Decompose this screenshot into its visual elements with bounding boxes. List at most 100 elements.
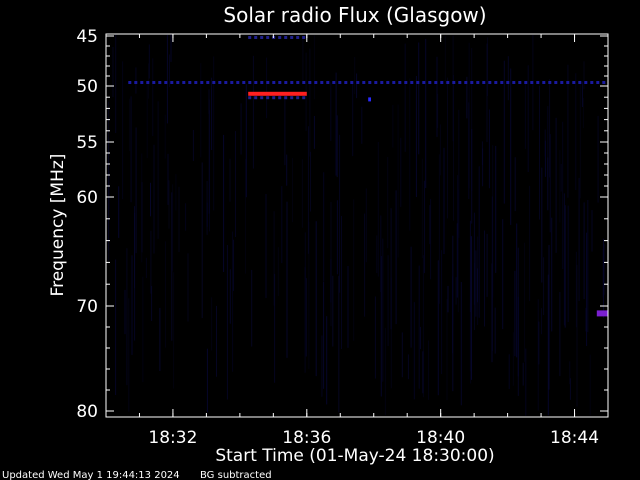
updated-timestamp: Updated Wed May 1 19:44:13 2024 xyxy=(2,470,180,480)
faint-line-segment xyxy=(152,81,155,84)
faint-line-segment xyxy=(578,81,581,84)
noise-streak xyxy=(126,248,127,385)
noise-streak xyxy=(492,264,493,363)
noise-streak xyxy=(122,61,123,199)
noise-streak xyxy=(337,200,338,274)
noise-streak xyxy=(425,39,426,188)
noise-streak xyxy=(193,130,194,161)
noise-streak xyxy=(509,354,510,389)
noise-streak xyxy=(579,178,580,301)
noise-streak xyxy=(416,76,417,197)
noise-streak xyxy=(266,194,267,298)
noise-streak xyxy=(323,172,324,281)
chart-title: Solar radio Flux (Glasgow) xyxy=(223,3,486,27)
noise-streak xyxy=(266,58,267,119)
noise-streak xyxy=(232,232,233,372)
noise-streak xyxy=(158,101,159,239)
faint-line-segment xyxy=(422,81,425,84)
x-axis-label: Start Time (01-May-24 18:30:00) xyxy=(215,446,494,466)
noise-streak xyxy=(348,266,349,348)
noise-streak xyxy=(352,82,353,156)
noise-streak xyxy=(211,297,212,350)
noise-streak xyxy=(420,327,421,349)
noise-streak xyxy=(314,35,315,99)
noise-streak xyxy=(477,268,478,302)
noise-streak xyxy=(541,308,542,334)
noise-streak xyxy=(584,202,585,299)
noise-streak xyxy=(154,145,155,254)
noise-streak xyxy=(414,302,415,399)
noise-streak xyxy=(545,130,546,157)
faint-line-segment xyxy=(296,96,299,99)
noise-streak xyxy=(336,73,337,176)
noise-streak xyxy=(475,250,476,316)
noise-streak xyxy=(169,55,170,88)
noise-streak xyxy=(402,332,403,377)
faint-line-segment xyxy=(446,81,449,84)
faint-line-segment xyxy=(470,81,473,84)
noise-streak xyxy=(167,35,168,124)
noise-streak xyxy=(366,189,367,263)
noise-streak xyxy=(135,67,136,93)
noise-streak xyxy=(489,110,490,189)
noise-streak xyxy=(447,78,448,219)
noise-streak xyxy=(125,290,126,334)
faint-line-segment xyxy=(518,81,521,84)
faint-line-segment xyxy=(170,81,173,84)
faint-line-segment xyxy=(416,81,419,84)
noise-streak xyxy=(479,166,480,317)
signal-horizontal-band xyxy=(248,92,307,96)
noise-streak xyxy=(523,363,524,386)
noise-streak xyxy=(541,168,542,283)
noise-streak xyxy=(528,65,529,172)
noise-streak xyxy=(419,266,420,389)
noise-streak xyxy=(584,61,585,89)
noise-streak xyxy=(387,157,388,248)
noise-streak xyxy=(227,245,228,400)
bg-subtracted-note: BG subtracted xyxy=(200,470,272,480)
noise-streak xyxy=(388,255,389,346)
faint-line-segment xyxy=(272,81,275,84)
y-tick-label: 60 xyxy=(76,188,98,208)
noise-streak xyxy=(502,219,503,329)
noise-streak xyxy=(586,233,587,346)
faint-line-segment xyxy=(278,81,281,84)
x-tick-label: 18:32 xyxy=(148,428,197,448)
noise-streak xyxy=(286,155,287,186)
faint-line-segment xyxy=(272,96,275,99)
noise-streak xyxy=(514,271,515,356)
noise-streak xyxy=(168,154,169,205)
noise-streak xyxy=(151,286,152,321)
faint-line-segment xyxy=(542,81,545,84)
noise-streak xyxy=(341,216,342,349)
faint-line-segment xyxy=(434,81,437,84)
faint-line-segment xyxy=(218,81,221,84)
noise-streak xyxy=(424,181,425,273)
faint-line-segment xyxy=(158,81,161,84)
faint-line-segment xyxy=(488,81,491,84)
noise-streak xyxy=(551,218,552,332)
noise-streak xyxy=(281,186,282,263)
x-tick-label: 18:36 xyxy=(282,428,331,448)
noise-streak xyxy=(339,135,340,293)
faint-line-segment xyxy=(314,81,317,84)
faint-line-segment xyxy=(476,81,479,84)
noise-streak xyxy=(428,341,429,400)
noise-streak xyxy=(400,138,401,207)
noise-streak xyxy=(375,297,376,379)
noise-streak xyxy=(598,116,599,203)
faint-line-segment xyxy=(242,81,245,84)
noise-streak xyxy=(169,180,170,228)
noise-streak xyxy=(165,115,166,159)
noise-streak xyxy=(513,332,514,386)
faint-line-segment xyxy=(386,81,389,84)
noise-streak xyxy=(165,241,166,347)
noise-streak xyxy=(396,190,397,324)
noise-streak xyxy=(439,154,440,303)
faint-line-segment xyxy=(200,81,203,84)
noise-streak xyxy=(308,126,309,254)
noise-streak xyxy=(113,47,114,97)
noise-streak xyxy=(405,44,406,152)
faint-line-segment xyxy=(302,96,305,99)
noise-streak xyxy=(131,96,132,202)
